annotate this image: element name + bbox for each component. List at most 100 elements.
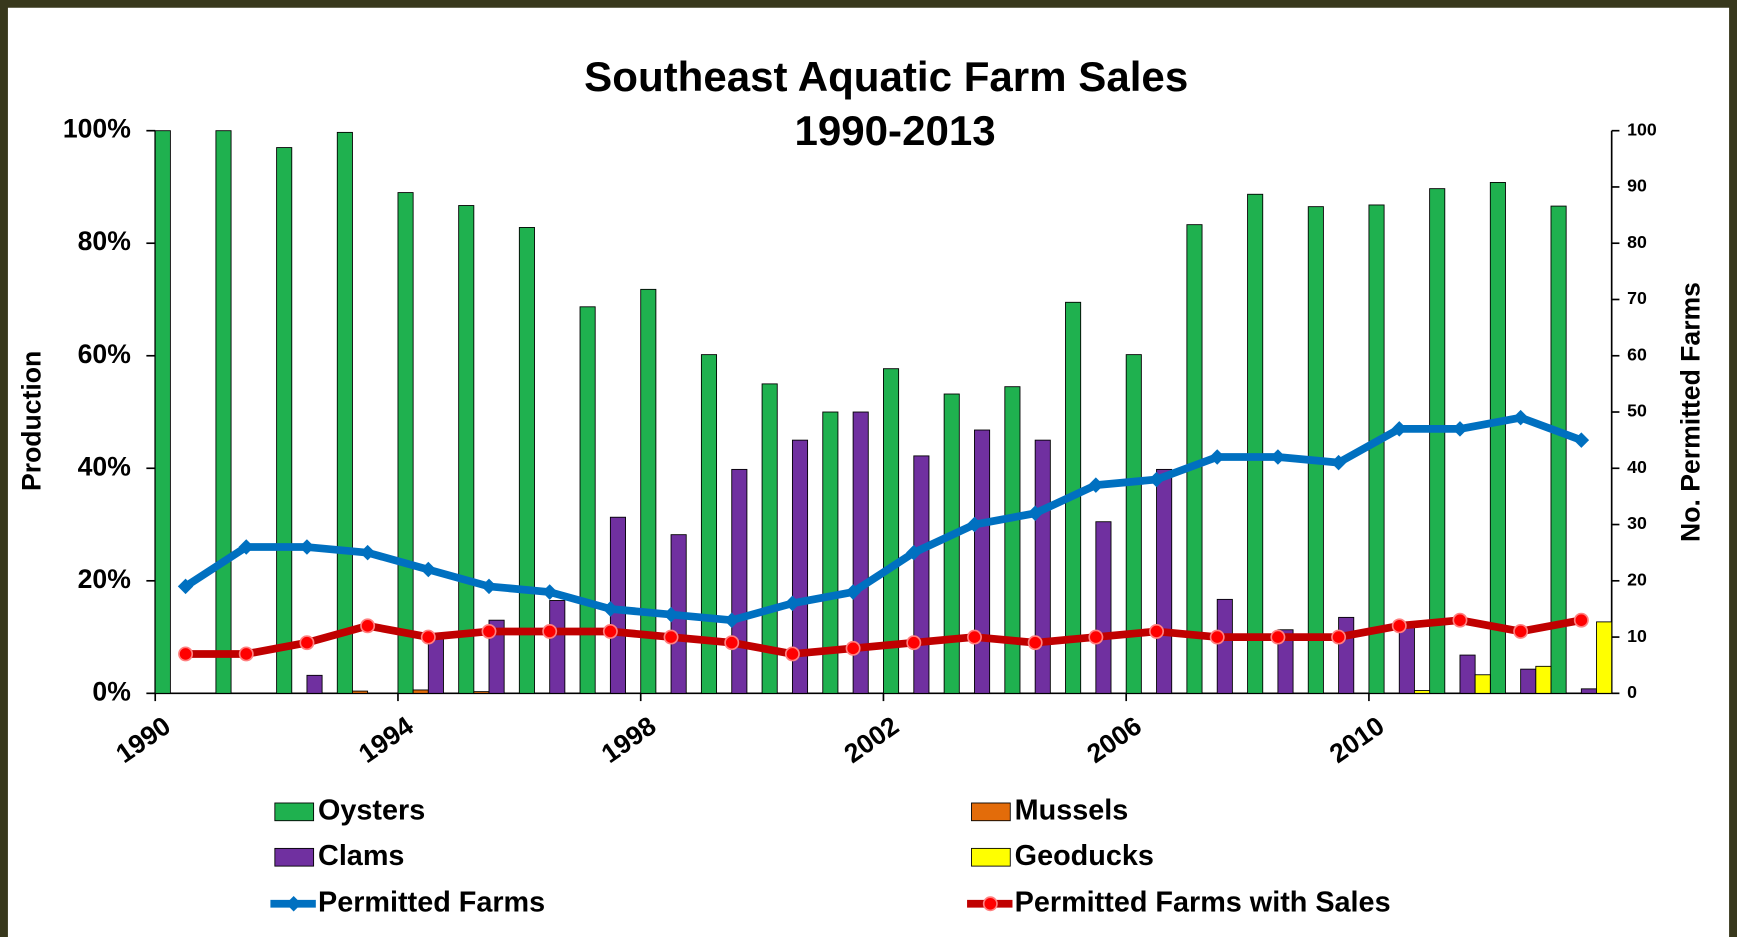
bar [397, 192, 414, 694]
bar [1186, 224, 1203, 694]
bar [1125, 354, 1142, 694]
bar [791, 439, 809, 694]
bar [1338, 616, 1355, 694]
y-axis-label: Production [16, 351, 46, 491]
bar [412, 689, 429, 694]
bar [1580, 688, 1597, 694]
marker [1027, 635, 1043, 651]
y2-tick-label: 30 [1627, 513, 1647, 533]
marker [360, 618, 376, 634]
bar [215, 130, 232, 694]
bar [336, 131, 353, 694]
bar [1156, 468, 1173, 694]
bar [518, 227, 535, 694]
bar [640, 288, 657, 694]
marker [1027, 505, 1043, 522]
bar [822, 411, 839, 694]
y-tick-label: 0% [92, 676, 130, 706]
bar [1368, 204, 1385, 694]
marker [1149, 623, 1165, 639]
bar [154, 130, 171, 694]
bar [306, 674, 323, 694]
marker [238, 646, 254, 662]
y2-tick-label: 80 [1627, 232, 1647, 252]
bar [1429, 188, 1446, 694]
y-tick-label: 20% [78, 564, 131, 594]
bar [700, 354, 718, 694]
y2-axis-label: No. Permitted Farms [1676, 282, 1706, 542]
y-tick-label: 60% [78, 339, 131, 369]
legend-swatch [971, 802, 1011, 822]
bar [1550, 205, 1567, 694]
bar [276, 147, 293, 694]
bar [1247, 193, 1264, 694]
legend-swatch [971, 847, 1011, 867]
marker [1573, 612, 1589, 628]
bar [488, 619, 505, 694]
marker [602, 623, 618, 639]
marker [1513, 623, 1529, 639]
marker [906, 544, 922, 561]
y-tick-label: 80% [78, 226, 131, 256]
marker [784, 646, 800, 662]
bar [549, 600, 566, 694]
bar [883, 368, 900, 694]
y2-tick-label: 40 [1627, 457, 1647, 477]
y-tick-label: 40% [78, 451, 131, 481]
bar [1307, 206, 1324, 694]
y2-tick-label: 100 [1627, 119, 1657, 139]
legend-label: Permitted Farms with Sales [1015, 886, 1391, 918]
marker [178, 646, 194, 662]
chart-title: Southeast Aquatic Farm Sales [584, 53, 1188, 100]
bar [731, 468, 748, 694]
y2-tick-label: 20 [1627, 569, 1647, 589]
marker [845, 640, 861, 656]
legend-marker [982, 896, 998, 912]
legend-marker [285, 896, 302, 912]
line [183, 413, 1583, 625]
bar [473, 691, 490, 694]
y-tick-label: 100% [63, 114, 131, 144]
bar [852, 411, 869, 694]
marker [238, 539, 255, 555]
y2-tick-label: 90 [1627, 176, 1647, 196]
bar [1474, 674, 1491, 694]
marker [299, 539, 315, 555]
y2-tick-label: 0 [1627, 682, 1637, 702]
marker [1209, 629, 1225, 645]
bar [458, 205, 475, 694]
legend-label: Oysters [318, 794, 425, 826]
marker [1209, 449, 1225, 465]
marker [663, 629, 679, 645]
bar [1034, 439, 1051, 694]
bar [1398, 622, 1415, 694]
bar [1535, 665, 1552, 694]
marker [542, 623, 558, 639]
marker [784, 595, 801, 612]
bar [579, 306, 596, 694]
marker [906, 635, 922, 651]
y2-tick-label: 70 [1627, 288, 1647, 308]
legend-label: Geoducks [1015, 840, 1154, 872]
legend-label: Permitted Farms [318, 886, 545, 918]
legend-label: Mussels [1015, 794, 1129, 826]
marker [177, 578, 194, 595]
marker [1270, 629, 1286, 645]
bar [1520, 668, 1537, 694]
marker [1270, 449, 1286, 465]
bar [352, 690, 369, 694]
bar [1459, 654, 1476, 694]
bar [943, 393, 960, 694]
legend-swatch [274, 847, 315, 867]
marker [1331, 629, 1347, 645]
bar [1277, 629, 1294, 694]
marker [420, 629, 436, 645]
bar [1596, 621, 1613, 694]
bar [1004, 386, 1021, 694]
line [185, 616, 1583, 658]
marker [1452, 612, 1468, 628]
marker [1391, 618, 1407, 634]
marker [967, 629, 982, 645]
